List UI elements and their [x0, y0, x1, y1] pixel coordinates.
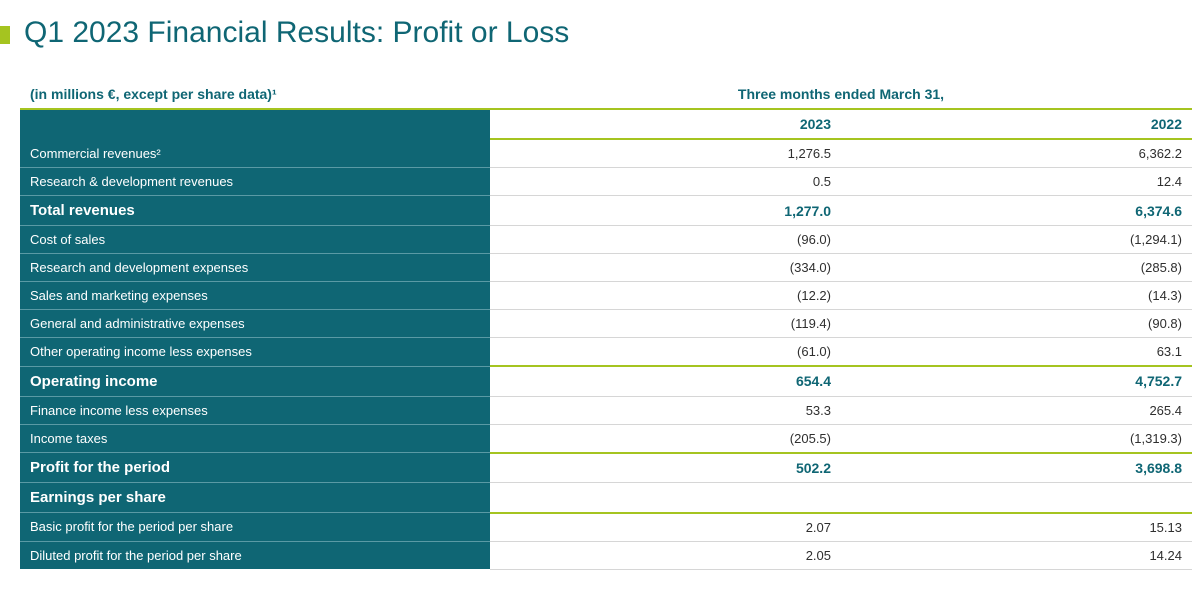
row-value-2023: (96.0) — [490, 226, 841, 254]
row-value-2022: 4,752.7 — [841, 366, 1192, 396]
row-value-2023: 1,276.5 — [490, 139, 841, 168]
row-value-2023: 2.07 — [490, 513, 841, 542]
table-row: General and administrative expenses(119.… — [20, 310, 1192, 338]
row-value-2022 — [841, 483, 1192, 513]
table-row: Profit for the period502.23,698.8 — [20, 453, 1192, 483]
financial-slide: Q1 2023 Financial Results: Profit or Los… — [0, 0, 1195, 590]
page-title: Q1 2023 Financial Results: Profit or Los… — [24, 16, 1175, 50]
row-value-2022: (1,319.3) — [841, 424, 1192, 453]
table-row: Operating income654.44,752.7 — [20, 366, 1192, 396]
row-label: Cost of sales — [20, 226, 490, 254]
table-row: Earnings per share — [20, 483, 1192, 513]
row-value-2022: 14.24 — [841, 541, 1192, 569]
table-row: Basic profit for the period per share2.0… — [20, 513, 1192, 542]
financial-table: (in millions €, except per share data)¹ … — [20, 80, 1192, 570]
row-value-2022: 15.13 — [841, 513, 1192, 542]
row-label: Total revenues — [20, 196, 490, 226]
row-label: Income taxes — [20, 424, 490, 453]
row-value-2023: 0.5 — [490, 168, 841, 196]
row-label: General and administrative expenses — [20, 310, 490, 338]
row-value-2023: 1,277.0 — [490, 196, 841, 226]
table-row: Finance income less expenses53.3265.4 — [20, 396, 1192, 424]
subtitle-left: (in millions €, except per share data)¹ — [20, 80, 490, 109]
table-row: Total revenues1,277.06,374.6 — [20, 196, 1192, 226]
row-value-2022: 3,698.8 — [841, 453, 1192, 483]
row-label: Basic profit for the period per share — [20, 513, 490, 542]
subtitle-right: Three months ended March 31, — [490, 80, 1192, 109]
table-row: Diluted profit for the period per share2… — [20, 541, 1192, 569]
table-year-row: 2023 2022 — [20, 109, 1192, 139]
row-label: Profit for the period — [20, 453, 490, 483]
row-label: Other operating income less expenses — [20, 338, 490, 367]
table-row: Commercial revenues²1,276.56,362.2 — [20, 139, 1192, 168]
row-value-2022: 6,374.6 — [841, 196, 1192, 226]
column-header-2023: 2023 — [490, 109, 841, 139]
row-value-2023: (61.0) — [490, 338, 841, 367]
row-value-2023: (334.0) — [490, 254, 841, 282]
row-value-2023: 502.2 — [490, 453, 841, 483]
table-row: Research & development revenues0.512.4 — [20, 168, 1192, 196]
row-value-2023 — [490, 483, 841, 513]
row-label: Earnings per share — [20, 483, 490, 513]
table-row: Cost of sales(96.0)(1,294.1) — [20, 226, 1192, 254]
row-value-2023: 53.3 — [490, 396, 841, 424]
row-value-2022: (90.8) — [841, 310, 1192, 338]
table-row: Income taxes(205.5)(1,319.3) — [20, 424, 1192, 453]
row-value-2022: (285.8) — [841, 254, 1192, 282]
row-value-2023: 2.05 — [490, 541, 841, 569]
row-label: Diluted profit for the period per share — [20, 541, 490, 569]
row-label: Research and development expenses — [20, 254, 490, 282]
row-value-2022: 6,362.2 — [841, 139, 1192, 168]
table-row: Sales and marketing expenses(12.2)(14.3) — [20, 282, 1192, 310]
table-row: Other operating income less expenses(61.… — [20, 338, 1192, 367]
row-value-2023: (205.5) — [490, 424, 841, 453]
table-row: Research and development expenses(334.0)… — [20, 254, 1192, 282]
row-label: Sales and marketing expenses — [20, 282, 490, 310]
row-label: Finance income less expenses — [20, 396, 490, 424]
row-value-2023: (12.2) — [490, 282, 841, 310]
row-value-2023: (119.4) — [490, 310, 841, 338]
year-row-spacer — [20, 109, 490, 139]
row-value-2022: 265.4 — [841, 396, 1192, 424]
row-value-2023: 654.4 — [490, 366, 841, 396]
row-value-2022: 63.1 — [841, 338, 1192, 367]
row-label: Operating income — [20, 366, 490, 396]
table-subtitle-row: (in millions €, except per share data)¹ … — [20, 80, 1192, 109]
row-label: Research & development revenues — [20, 168, 490, 196]
column-header-2022: 2022 — [841, 109, 1192, 139]
title-accent-bar — [0, 26, 10, 44]
row-value-2022: (1,294.1) — [841, 226, 1192, 254]
row-value-2022: (14.3) — [841, 282, 1192, 310]
row-label: Commercial revenues² — [20, 139, 490, 168]
row-value-2022: 12.4 — [841, 168, 1192, 196]
